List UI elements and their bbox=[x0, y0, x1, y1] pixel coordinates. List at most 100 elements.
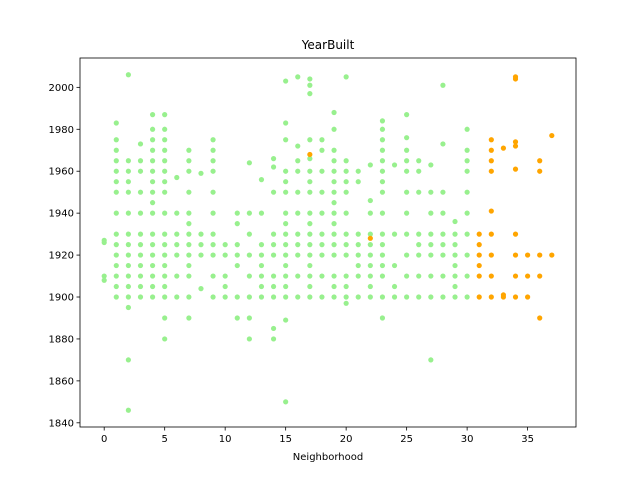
data-point bbox=[477, 242, 482, 247]
data-point bbox=[259, 177, 264, 182]
data-point bbox=[283, 78, 288, 83]
data-point bbox=[295, 169, 300, 174]
data-point bbox=[416, 252, 421, 257]
data-point bbox=[186, 315, 191, 320]
data-point bbox=[452, 263, 457, 268]
y-axis-ticks: 1840 1860 1880 1900 1920 1940 1960 1980 2000 bbox=[49, 83, 80, 429]
data-point bbox=[331, 148, 336, 153]
data-point bbox=[174, 232, 179, 237]
data-point bbox=[114, 232, 119, 237]
data-point bbox=[344, 273, 349, 278]
data-point bbox=[344, 301, 349, 306]
data-point bbox=[489, 208, 494, 213]
data-point bbox=[452, 252, 457, 257]
data-point bbox=[162, 263, 167, 268]
data-point bbox=[126, 190, 131, 195]
data-point bbox=[428, 162, 433, 167]
data-point bbox=[501, 146, 506, 151]
data-point bbox=[319, 211, 324, 216]
data-point bbox=[331, 252, 336, 257]
data-point bbox=[295, 294, 300, 299]
data-point bbox=[271, 273, 276, 278]
data-point bbox=[114, 169, 119, 174]
data-point bbox=[404, 211, 409, 216]
data-point bbox=[259, 294, 264, 299]
data-point bbox=[223, 294, 228, 299]
data-point bbox=[489, 158, 494, 163]
data-point bbox=[150, 200, 155, 205]
data-point bbox=[102, 238, 107, 243]
data-point bbox=[150, 137, 155, 142]
data-point bbox=[210, 232, 215, 237]
data-point bbox=[247, 315, 252, 320]
data-point bbox=[126, 273, 131, 278]
data-point bbox=[283, 294, 288, 299]
data-point bbox=[404, 190, 409, 195]
x-axis-label: Neighborhood bbox=[293, 452, 363, 463]
data-point bbox=[380, 179, 385, 184]
data-point bbox=[138, 252, 143, 257]
data-point bbox=[223, 252, 228, 257]
data-point bbox=[235, 252, 240, 257]
data-point bbox=[162, 190, 167, 195]
data-point bbox=[392, 284, 397, 289]
data-point bbox=[368, 284, 373, 289]
data-point bbox=[331, 190, 336, 195]
data-point bbox=[549, 133, 554, 138]
data-point bbox=[465, 127, 470, 132]
data-point bbox=[331, 273, 336, 278]
data-point bbox=[307, 263, 312, 268]
data-point bbox=[331, 232, 336, 237]
data-point bbox=[247, 211, 252, 216]
data-point bbox=[319, 148, 324, 153]
data-point bbox=[368, 242, 373, 247]
data-point bbox=[380, 263, 385, 268]
data-point bbox=[307, 179, 312, 184]
data-point bbox=[162, 294, 167, 299]
data-point bbox=[428, 242, 433, 247]
data-point bbox=[174, 294, 179, 299]
data-point bbox=[380, 232, 385, 237]
data-point bbox=[138, 158, 143, 163]
data-point bbox=[356, 179, 361, 184]
data-point bbox=[114, 294, 119, 299]
data-point bbox=[307, 190, 312, 195]
data-point bbox=[440, 273, 445, 278]
data-point bbox=[114, 158, 119, 163]
data-point bbox=[271, 156, 276, 161]
data-point bbox=[198, 232, 203, 237]
data-point bbox=[489, 169, 494, 174]
data-point bbox=[368, 198, 373, 203]
data-point bbox=[126, 72, 131, 77]
data-point bbox=[210, 158, 215, 163]
data-point bbox=[150, 294, 155, 299]
data-point bbox=[380, 242, 385, 247]
data-point bbox=[162, 169, 167, 174]
data-point bbox=[344, 252, 349, 257]
data-point bbox=[235, 315, 240, 320]
data-points bbox=[102, 72, 555, 413]
data-point bbox=[174, 211, 179, 216]
data-point bbox=[138, 141, 143, 146]
data-point bbox=[247, 273, 252, 278]
data-point bbox=[356, 232, 361, 237]
data-point bbox=[126, 294, 131, 299]
data-point bbox=[465, 158, 470, 163]
data-point bbox=[283, 137, 288, 142]
data-point bbox=[307, 284, 312, 289]
data-point bbox=[186, 273, 191, 278]
y-tick-label: 1880 bbox=[49, 334, 74, 345]
data-point bbox=[283, 273, 288, 278]
data-point bbox=[283, 252, 288, 257]
data-point bbox=[295, 242, 300, 247]
data-point bbox=[331, 127, 336, 132]
data-point bbox=[223, 284, 228, 289]
data-point bbox=[210, 252, 215, 257]
data-point bbox=[344, 169, 349, 174]
data-point bbox=[465, 169, 470, 174]
data-point bbox=[138, 211, 143, 216]
data-point bbox=[138, 190, 143, 195]
data-point bbox=[416, 169, 421, 174]
data-point bbox=[138, 273, 143, 278]
data-point bbox=[150, 232, 155, 237]
